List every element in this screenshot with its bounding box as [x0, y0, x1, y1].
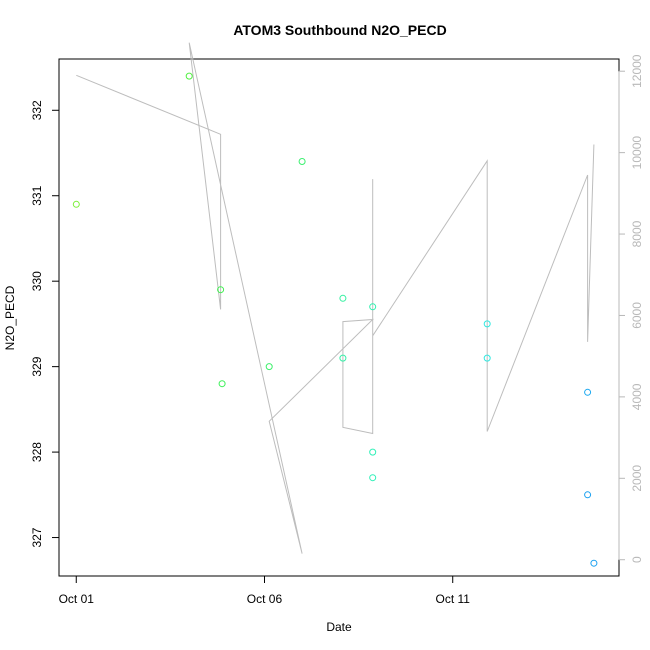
data-point [584, 388, 592, 396]
plot-area [58, 58, 620, 577]
y-axis-right: 0 2000 4000 6000 8000 10000 12000 [618, 54, 644, 563]
y2-tick-label: 4000 [630, 383, 644, 410]
y-axis-left: 327 328 329 330 331 332 [30, 100, 60, 548]
y-tick-label: 328 [30, 442, 44, 462]
y2-tick-label: 12000 [630, 54, 644, 88]
x-axis: Oct 01 Oct 06 Oct 11 [59, 575, 470, 606]
data-point [584, 491, 592, 499]
data-point [72, 200, 80, 208]
y-tick-label: 327 [30, 527, 44, 547]
y2-tick-label: 10000 [630, 136, 644, 170]
y-tick-label: 329 [30, 356, 44, 376]
data-point [590, 559, 598, 567]
data-point [265, 363, 273, 371]
altitude-line [76, 42, 595, 554]
y2-tick-label: 2000 [630, 465, 644, 492]
y-axis-title: N2O_PECD [3, 285, 17, 350]
x-tick-label: Oct 11 [435, 592, 470, 606]
altitude-line-layer [76, 42, 595, 554]
x-axis-title: Date [326, 620, 352, 634]
y-tick-label: 332 [30, 100, 44, 120]
data-point [217, 286, 225, 294]
x-tick-label: Oct 01 [59, 592, 95, 606]
data-point [369, 474, 377, 482]
data-point [339, 354, 347, 362]
data-point [218, 380, 226, 388]
points-layer [72, 72, 598, 567]
data-point [369, 303, 377, 311]
y2-tick-label: 0 [630, 556, 644, 563]
data-point [483, 320, 491, 328]
y-tick-label: 330 [30, 271, 44, 291]
chart-title: ATOM3 Southbound N2O_PECD [233, 22, 446, 38]
y-tick-label: 331 [30, 185, 44, 205]
data-point [339, 294, 347, 302]
data-point [369, 448, 377, 456]
data-point [185, 72, 193, 80]
y2-tick-label: 6000 [630, 302, 644, 329]
data-point [483, 354, 491, 362]
y2-tick-label: 8000 [630, 220, 644, 247]
data-point [298, 158, 306, 165]
x-tick-label: Oct 06 [247, 592, 283, 606]
